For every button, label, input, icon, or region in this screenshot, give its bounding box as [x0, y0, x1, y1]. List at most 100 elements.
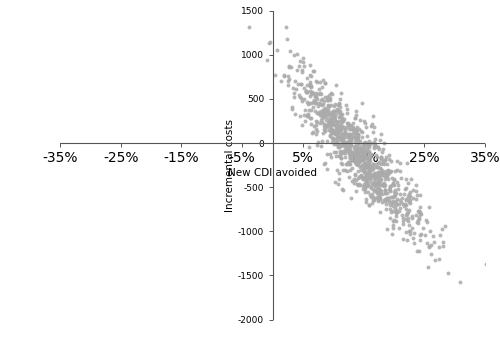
Point: [336, 148, 344, 154]
Point: [374, 196, 382, 201]
Point: [370, 183, 378, 189]
Point: [306, 115, 314, 121]
Point: [396, 160, 404, 166]
Point: [362, 148, 370, 154]
Point: [402, 197, 410, 202]
Point: [266, 39, 274, 44]
Point: [380, 183, 388, 189]
Point: [379, 172, 387, 178]
Point: [316, 118, 324, 123]
Point: [352, 152, 360, 158]
Point: [363, 171, 371, 177]
Point: [340, 130, 347, 136]
Point: [348, 165, 356, 170]
Point: [350, 180, 358, 186]
Point: [302, 88, 310, 93]
Point: [372, 152, 380, 158]
Point: [354, 169, 362, 174]
Point: [326, 118, 334, 124]
Point: [356, 182, 364, 188]
Point: [347, 142, 355, 148]
Point: [321, 80, 329, 86]
Point: [336, 126, 344, 132]
Point: [324, 103, 332, 109]
Point: [352, 132, 360, 138]
Point: [336, 127, 344, 133]
Point: [330, 127, 338, 133]
Point: [360, 174, 368, 180]
Point: [352, 144, 360, 149]
Point: [336, 170, 344, 176]
Point: [325, 127, 333, 133]
Point: [334, 123, 342, 129]
Point: [408, 225, 416, 231]
Point: [311, 108, 319, 114]
Point: [295, 93, 303, 98]
Point: [404, 197, 412, 203]
Point: [354, 134, 362, 140]
Point: [331, 138, 339, 144]
Point: [353, 161, 361, 167]
Point: [329, 135, 337, 141]
Point: [378, 157, 386, 162]
Point: [326, 117, 334, 123]
Point: [338, 131, 346, 137]
Point: [360, 167, 368, 173]
Point: [341, 154, 349, 160]
Point: [374, 146, 382, 152]
Point: [306, 80, 314, 85]
Point: [301, 118, 309, 124]
Point: [370, 124, 378, 130]
Point: [360, 156, 368, 162]
Point: [323, 124, 331, 130]
Point: [324, 98, 332, 103]
Point: [344, 159, 352, 165]
Point: [363, 140, 371, 146]
Point: [362, 170, 370, 175]
Point: [334, 130, 342, 136]
Point: [330, 121, 338, 127]
Point: [342, 161, 350, 167]
Point: [373, 175, 381, 180]
Point: [416, 248, 424, 254]
Point: [328, 102, 336, 108]
Point: [379, 159, 387, 165]
Point: [372, 161, 380, 167]
Point: [364, 148, 372, 153]
Point: [374, 188, 382, 193]
Point: [361, 164, 369, 169]
Point: [326, 123, 334, 129]
Point: [402, 206, 410, 212]
Point: [372, 186, 380, 191]
Point: [412, 197, 420, 202]
Point: [361, 120, 369, 126]
Point: [381, 174, 389, 179]
Point: [300, 96, 308, 102]
Point: [312, 128, 320, 133]
Point: [304, 101, 312, 106]
Point: [320, 124, 328, 129]
Point: [335, 176, 343, 182]
Point: [350, 126, 358, 132]
Point: [360, 160, 368, 166]
Point: [294, 81, 302, 87]
Point: [380, 140, 388, 146]
Point: [318, 113, 326, 119]
Point: [367, 167, 375, 173]
Point: [358, 146, 366, 152]
Point: [354, 131, 362, 137]
Point: [366, 166, 374, 171]
Point: [387, 209, 395, 215]
Point: [326, 97, 334, 103]
Point: [360, 183, 368, 189]
Point: [336, 160, 344, 165]
Point: [344, 148, 351, 154]
Point: [330, 130, 338, 136]
Point: [342, 162, 350, 167]
Point: [384, 168, 392, 174]
Point: [326, 95, 334, 101]
Point: [372, 181, 380, 186]
Point: [372, 136, 380, 142]
Point: [384, 167, 392, 173]
Point: [374, 188, 382, 193]
